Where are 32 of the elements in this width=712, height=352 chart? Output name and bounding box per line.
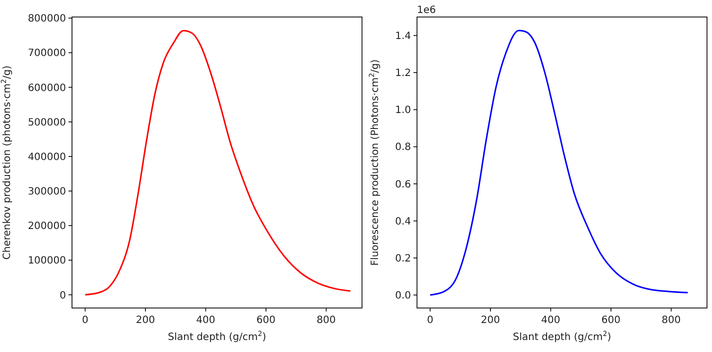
y-tick-label: 0.4 — [395, 216, 411, 228]
y-tick-label: 300000 — [28, 186, 66, 198]
y-tick-label: 100000 — [28, 256, 66, 267]
y-tick-label: 0.0 — [395, 290, 411, 302]
x-tick-label: 400 — [541, 315, 560, 326]
x-axis-title: Slant depth (g/cm$^{2}$) — [168, 330, 266, 343]
x-tick-label: 0 — [82, 315, 88, 326]
x-tick-label: 800 — [316, 315, 336, 326]
y-tick-label: 1.4 — [395, 31, 411, 42]
y-tick-label: 1.0 — [395, 105, 411, 116]
y-tick-label: 0.6 — [395, 179, 411, 190]
x-tick-label: 0 — [426, 315, 434, 326]
y-tick-label: 0.8 — [395, 142, 411, 154]
y-tick-label: 700000 — [28, 48, 66, 60]
text: 1e6 — [417, 5, 436, 16]
y-tick-label: 0.2 — [395, 253, 411, 264]
y-tick-label: 400000 — [28, 152, 66, 163]
line-series — [84, 30, 352, 296]
x-tick-label: 200 — [480, 315, 500, 326]
y-tick-label: 600000 — [28, 82, 66, 94]
x-tick-label: 800 — [662, 315, 681, 326]
x-tick-label: 400 — [196, 315, 216, 326]
x-tick-label: 600 — [256, 315, 276, 326]
x-tick-label: 600 — [601, 315, 621, 326]
line-series — [429, 30, 689, 296]
y-tick-label: 500000 — [28, 117, 66, 128]
y-tick-label: 200000 — [28, 221, 66, 232]
y-tick-label: 0 — [60, 290, 66, 302]
x-axis-title: Slant depth (g/cm$^{2}$) — [512, 330, 612, 343]
x-tick-label: 200 — [136, 315, 155, 326]
y-tick-label: 1.2 — [395, 68, 411, 80]
y-tick-label: 800000 — [28, 14, 66, 25]
